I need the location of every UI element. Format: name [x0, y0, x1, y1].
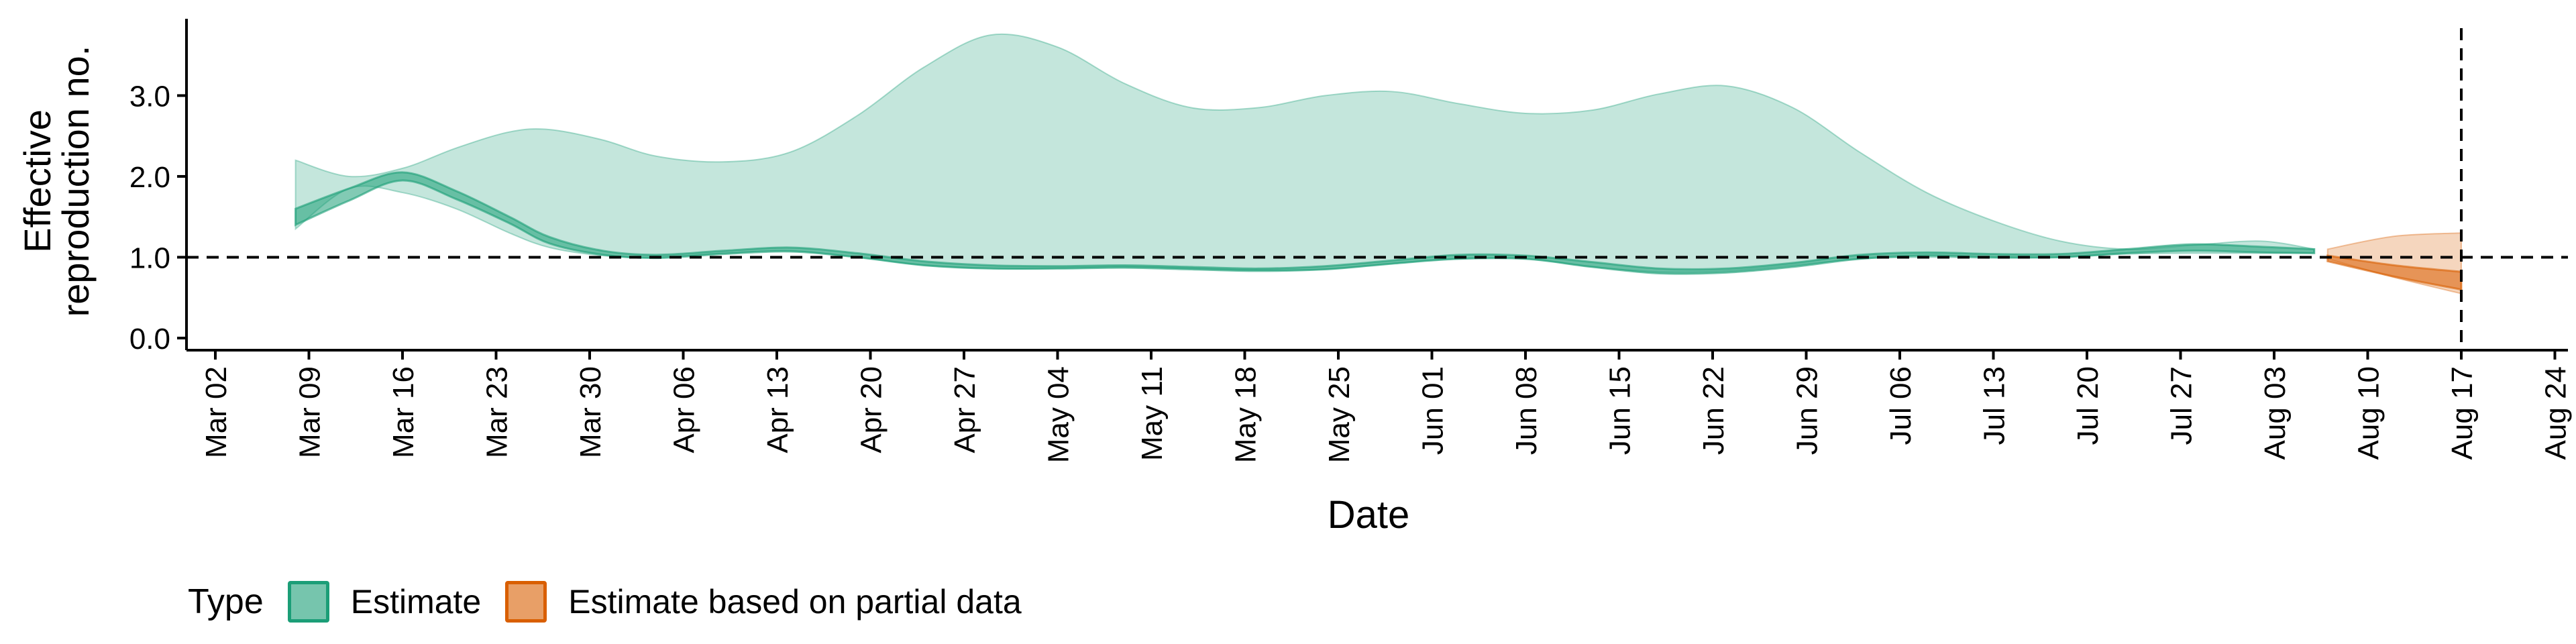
- x-tick-label: May 18: [1230, 366, 1263, 463]
- x-tick-label: Jun 22: [1697, 366, 1730, 455]
- x-tick-label: Apr 06: [668, 366, 701, 453]
- x-tick-label: Jun 29: [1791, 366, 1824, 455]
- x-tick-label: Apr 27: [949, 366, 981, 453]
- partial-inner-band: [2326, 254, 2463, 291]
- x-tick-label: Mar 30: [574, 366, 607, 458]
- y-axis-label-line-1: Effective: [16, 109, 58, 253]
- x-tick-label: Jun 15: [1604, 366, 1637, 455]
- y-tick-label: 2.0: [129, 161, 170, 194]
- x-tick-label: Mar 02: [200, 366, 233, 458]
- x-tick-label: May 04: [1042, 366, 1075, 463]
- x-tick-label: Apr 13: [761, 366, 794, 453]
- x-tick-label: Aug 17: [2446, 366, 2479, 460]
- x-tick-label: Mar 16: [387, 366, 420, 458]
- legend-key-estimate: [287, 581, 329, 623]
- y-tick-label: 3.0: [129, 80, 170, 113]
- x-tick-label: May 11: [1136, 366, 1169, 461]
- legend-key-partial: [505, 581, 547, 623]
- x-tick-label: Jun 01: [1417, 366, 1450, 455]
- plot-area: 0.0 1.0 2.0 3.0 Mar 02 Mar 09 Mar 16 Mar 23 Mar …: [129, 19, 2573, 463]
- x-tick-label: Mar 09: [294, 366, 327, 458]
- x-tick-label: Jul 20: [2072, 366, 2104, 445]
- y-axis-label-line-2: reproduction no.: [54, 46, 97, 317]
- y-tick-label: 1.0: [129, 241, 170, 274]
- x-tick-label: Jul 27: [2165, 366, 2198, 445]
- legend-title: Type: [188, 582, 264, 621]
- x-tick-label: Aug 24: [2540, 366, 2573, 460]
- legend-label-estimate: Estimate: [350, 583, 482, 621]
- x-tick-label: May 25: [1323, 366, 1356, 463]
- estimate-outer-band: [294, 33, 2315, 273]
- y-tick-label: 0.0: [129, 323, 170, 356]
- x-tick-label: Jul 06: [1884, 366, 1917, 445]
- legend: Type Estimate Estimate based on partial …: [188, 578, 1046, 625]
- x-tick-label: Aug 10: [2353, 366, 2385, 460]
- x-tick-label: Apr 20: [855, 366, 888, 453]
- legend-label-partial: Estimate based on partial data: [568, 583, 1022, 621]
- x-tick-label: Mar 23: [481, 366, 514, 458]
- x-tick-label: Jul 13: [1978, 366, 2011, 445]
- x-axis-label: Date: [1328, 493, 1410, 537]
- estimate-inner-band: [294, 171, 2316, 275]
- x-tick-label: Jun 08: [1510, 366, 1543, 455]
- x-tick-label: Aug 03: [2259, 366, 2292, 460]
